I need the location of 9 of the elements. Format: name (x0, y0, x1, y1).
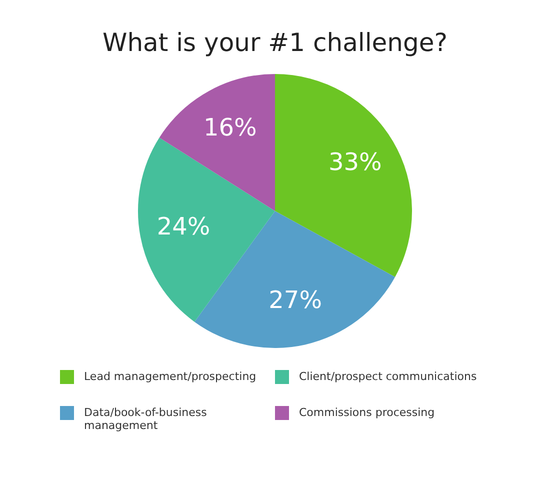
chart-title: What is your #1 challenge? (101, 28, 449, 59)
legend-label: Client/prospect communications (299, 370, 477, 383)
data-label: 24% (156, 212, 210, 241)
data-label: 16% (203, 114, 257, 142)
legend-label: Data/book-of-business management (84, 406, 208, 432)
legend-label: Commissions processing (299, 406, 435, 419)
legend-label: Lead management/prospecting (84, 370, 256, 383)
data-label: 33% (328, 148, 382, 176)
data-label: 27% (268, 286, 322, 314)
